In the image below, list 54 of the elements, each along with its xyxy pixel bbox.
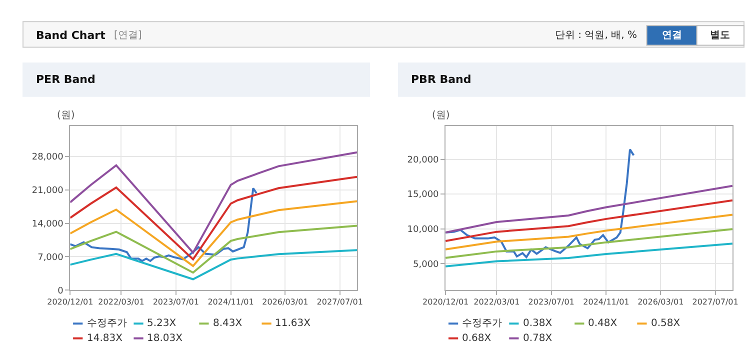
legend-label: 11.63X xyxy=(275,318,311,329)
text: 별도 xyxy=(710,30,730,41)
line-series xyxy=(70,224,358,274)
text: Band Chart xyxy=(36,29,106,42)
y-axis-title: (원) xyxy=(432,110,450,121)
legend-label: 18.03X xyxy=(147,333,183,344)
line-series xyxy=(70,200,358,267)
legend-label: 0.38X xyxy=(523,318,552,329)
x-tick-label: 2024/11/01 xyxy=(583,298,630,307)
y-tick-label: 14,000 xyxy=(32,219,64,230)
x-tick-label: 2020/12/01 xyxy=(47,298,94,307)
x-tick-label: 2023/07/01 xyxy=(528,298,574,307)
line-series xyxy=(446,214,732,250)
x-tick-label: 2027/07/01 xyxy=(316,298,363,307)
x-tick-label: 2020/12/01 xyxy=(422,298,469,307)
line-series xyxy=(70,151,358,254)
line-series xyxy=(446,199,732,242)
x-tick-label: 2022/03/01 xyxy=(474,298,520,307)
legend-label: 0.68X xyxy=(462,333,492,344)
line-series xyxy=(70,176,358,260)
legend-label: 0.48X xyxy=(588,318,618,329)
chart-title: PBR Band xyxy=(411,73,472,86)
text: [연결] xyxy=(114,30,142,41)
legend-label: 5.23X xyxy=(147,318,176,329)
line-series xyxy=(70,249,358,280)
x-tick-label: 2024/11/01 xyxy=(208,298,254,307)
chart-title: PER Band xyxy=(36,73,96,86)
y-tick-label: 10,000 xyxy=(407,225,440,236)
y-tick-label: 20,000 xyxy=(407,155,440,166)
x-tick-label: 2022/03/01 xyxy=(98,298,144,307)
line-series xyxy=(446,242,732,268)
text: 연결 xyxy=(662,30,682,41)
x-tick-label: 2026/03/01 xyxy=(262,298,308,307)
line-series xyxy=(70,187,258,262)
legend-label: 14.83X xyxy=(87,333,123,344)
y-tick-label: 5,000 xyxy=(413,260,440,270)
legend-label: 수정주가 xyxy=(87,318,127,329)
legend-label: 0.58X xyxy=(651,318,680,329)
x-tick-label: 2027/07/01 xyxy=(692,298,738,307)
legend-label: 8.43X xyxy=(213,318,242,329)
y-tick-label: 7,000 xyxy=(38,252,64,263)
line-series xyxy=(446,184,732,234)
y-tick-label: 0 xyxy=(58,286,64,296)
x-tick-label: 2026/03/01 xyxy=(638,298,684,307)
y-axis-title: (원) xyxy=(57,110,75,121)
y-tick-label: 28,000 xyxy=(32,152,64,163)
text: 단위 : 억원, 배, % xyxy=(555,30,637,41)
line-series xyxy=(446,228,732,259)
line-series xyxy=(446,148,635,258)
legend-label: 수정주가 xyxy=(462,318,502,329)
x-tick-label: 2023/07/01 xyxy=(152,298,199,307)
legend-label: 0.78X xyxy=(523,333,552,344)
y-tick-label: 15,000 xyxy=(407,190,440,200)
y-tick-label: 21,000 xyxy=(32,186,64,196)
